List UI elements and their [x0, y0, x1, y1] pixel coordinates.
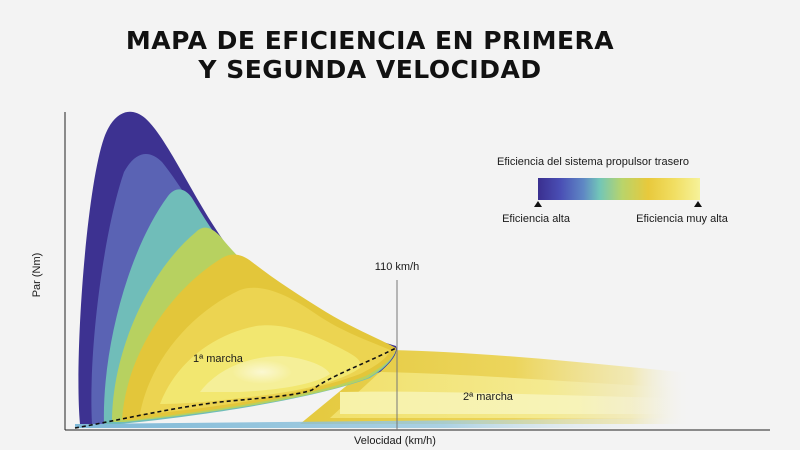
- legend-low-label: Eficiencia alta: [502, 213, 571, 225]
- y-axis-label: Par (Nm): [31, 253, 43, 298]
- gear-shift-curve: [74, 347, 397, 429]
- legend-high-marker-icon: [694, 201, 702, 207]
- legend-title: Eficiencia del sistema propulsor trasero: [497, 156, 689, 168]
- legend: Eficiencia del sistema propulsor trasero…: [497, 156, 729, 225]
- first-gear-contours: [78, 111, 397, 424]
- first-gear-label: 1ª marcha: [193, 353, 244, 365]
- legend-gradient-bar: [538, 178, 700, 200]
- speed-marker-label: 110 km/h: [375, 261, 419, 273]
- title-line-1: MAPA DE EFICIENCIA EN PRIMERA: [125, 26, 615, 55]
- second-gear-label: 2ª marcha: [463, 391, 514, 403]
- legend-low-marker-icon: [534, 201, 542, 207]
- page-title: MAPA DE EFICIENCIA EN PRIMERA Y SEGUNDA …: [100, 26, 640, 84]
- x-axis-label: Velocidad (km/h): [354, 435, 436, 447]
- title-line-2: Y SEGUNDA VELOCIDAD: [198, 55, 542, 84]
- legend-high-label: Eficiencia muy alta: [636, 213, 729, 225]
